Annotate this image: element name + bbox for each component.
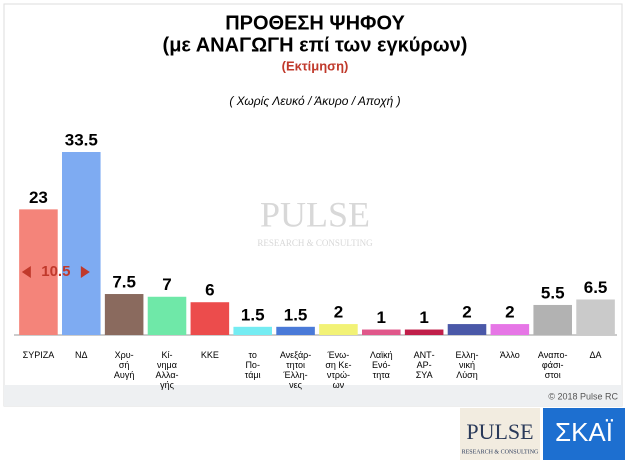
- skai-logo: [543, 408, 625, 460]
- bar: [490, 324, 530, 335]
- value-label: 1: [419, 308, 428, 327]
- pulse-logo: [460, 408, 540, 460]
- x-tick-label: Ελλη- νική Λύση: [455, 350, 479, 380]
- chart-subtitle: (με ΑΝΑΓΩΓΗ επί των εγκύρων): [163, 34, 468, 56]
- bar: [447, 324, 487, 335]
- value-label: 5.5: [541, 283, 565, 302]
- value-label: 1: [377, 308, 386, 327]
- x-tick-label: Άλλο: [499, 350, 520, 360]
- value-label: 2: [505, 303, 514, 322]
- footer-band: [4, 385, 622, 406]
- pulse-logo-text: PULSE: [466, 419, 533, 444]
- annotation-arrow: [80, 266, 90, 278]
- chart-panel: [3, 3, 623, 407]
- bar: [233, 326, 272, 335]
- value-label: 2: [334, 303, 343, 322]
- watermark-tagline: RESEARCH & CONSULTING: [257, 238, 373, 248]
- value-label: 1.5: [241, 305, 265, 324]
- x-tick-label: το Πο- τάμι: [244, 350, 261, 380]
- bar: [533, 304, 572, 335]
- bar: [362, 329, 401, 335]
- bar: [576, 299, 615, 335]
- x-tick-label: ΚΚΕ: [200, 350, 219, 360]
- bar: [276, 326, 315, 335]
- x-tick-label: Αναπο- φάσι- στοι: [537, 350, 568, 380]
- annotation-arrow: [21, 266, 31, 278]
- watermark: PULSE: [260, 194, 370, 234]
- copyright: © 2018 Pulse RC: [548, 391, 618, 401]
- chart-title: ΠΡΟΘΕΣΗ ΨΗΦΟΥ: [225, 12, 405, 34]
- value-label: 23: [29, 188, 48, 207]
- value-label: 7.5: [112, 273, 136, 292]
- pulse-logo-tagline: RESEARCH & CONSULTING: [462, 449, 539, 455]
- value-label: 6: [205, 281, 214, 300]
- x-tick-label: ΣΥΡΙΖΑ: [22, 350, 55, 360]
- value-label: 33.5: [65, 130, 98, 149]
- note: ( Χωρίς Λευκό / Άκυρο / Αποχή ): [229, 94, 400, 108]
- value-label: 1.5: [284, 305, 308, 324]
- skai-logo-text: ΣΚΑΪ: [555, 417, 614, 447]
- bar: [404, 329, 444, 335]
- annotation: 10.5: [41, 263, 70, 280]
- value-label: 2: [462, 303, 471, 322]
- x-tick-label: ΑΝΤ- ΑΡ- ΣΥΑ: [413, 350, 435, 380]
- x-tick-label: ΝΔ: [75, 350, 88, 360]
- bar: [147, 296, 187, 335]
- x-tick-label: Χρυ- σή Αυγή: [113, 350, 135, 380]
- bar: [62, 152, 101, 335]
- value-label: 7: [162, 275, 171, 294]
- x-tick-label: Ανεξάρ- τητοι Έλλη- νες: [279, 350, 312, 390]
- x-tick-label: Ένω- ση Κε- ντρώ- ων: [325, 350, 352, 390]
- bar: [319, 324, 358, 335]
- value-label: 6.5: [584, 278, 608, 297]
- bar: [190, 302, 230, 335]
- x-tick-label: Λαϊκή Ενό- τητα: [369, 350, 393, 380]
- x-tick-label: ΔΑ: [589, 350, 602, 360]
- x-tick-label: Κί- νημα Αλλα- γής: [155, 350, 179, 390]
- estimate-label: (Εκτίμηση): [282, 58, 349, 73]
- bar: [104, 294, 144, 335]
